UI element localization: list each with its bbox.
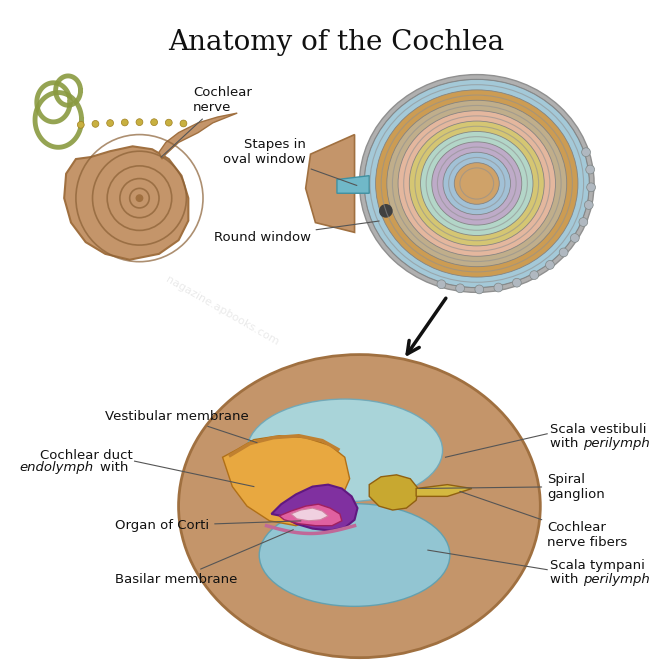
Ellipse shape [259,504,450,606]
Ellipse shape [376,90,578,277]
Circle shape [77,122,84,128]
Text: with: with [550,437,583,450]
Ellipse shape [364,79,589,288]
Text: with: with [550,573,583,586]
Circle shape [513,278,521,287]
Ellipse shape [364,79,589,288]
Text: nagazine.apbooks.com: nagazine.apbooks.com [389,411,505,484]
Circle shape [475,285,484,294]
Circle shape [456,284,464,293]
Polygon shape [291,508,328,521]
Text: Organ of Corti: Organ of Corti [115,519,301,532]
Circle shape [586,165,595,174]
Ellipse shape [398,111,556,256]
Polygon shape [64,146,188,260]
Text: Round window: Round window [214,221,379,244]
Circle shape [136,119,143,126]
Circle shape [107,120,114,126]
Circle shape [165,119,172,126]
Circle shape [151,119,157,126]
Circle shape [180,120,187,127]
Circle shape [379,204,392,218]
Text: Basilar membrane: Basilar membrane [115,530,294,586]
Polygon shape [306,134,355,233]
Ellipse shape [454,163,499,204]
Text: Scala vestibuli: Scala vestibuli [550,423,646,436]
Circle shape [546,261,554,269]
Text: Cochlear
nerve: Cochlear nerve [161,87,252,157]
Circle shape [136,194,143,202]
Polygon shape [416,485,472,497]
Text: Cochlear
nerve fibers: Cochlear nerve fibers [460,491,628,550]
Circle shape [530,271,539,280]
Polygon shape [369,475,418,510]
Polygon shape [222,435,349,526]
Circle shape [587,183,595,192]
Polygon shape [337,175,369,194]
Circle shape [437,280,446,289]
Ellipse shape [432,142,521,225]
Circle shape [585,200,593,210]
Circle shape [582,148,591,157]
Ellipse shape [179,355,540,658]
Text: endolymph: endolymph [19,462,93,474]
Circle shape [92,120,99,127]
Text: Spiral
ganglion: Spiral ganglion [419,472,605,501]
Polygon shape [280,504,342,526]
Polygon shape [159,113,237,159]
Text: Anatomy of the Cochlea: Anatomy of the Cochlea [168,29,504,56]
Text: nagazine.apbooks.com: nagazine.apbooks.com [165,274,281,347]
Circle shape [122,119,128,126]
Polygon shape [271,485,358,531]
Text: Scala tympani: Scala tympani [550,559,645,573]
Ellipse shape [443,153,511,214]
Ellipse shape [421,132,533,235]
Ellipse shape [387,100,566,267]
Text: Cochlear duct: Cochlear duct [40,449,132,462]
Circle shape [494,283,503,292]
Circle shape [571,234,579,243]
Circle shape [559,248,568,257]
Ellipse shape [409,121,544,246]
Text: Vestibular membrane: Vestibular membrane [106,410,257,443]
Text: with: with [100,462,132,474]
Circle shape [579,218,588,226]
Text: Stapes in
oval window: Stapes in oval window [223,138,357,185]
Ellipse shape [247,399,443,502]
Text: perilymph: perilymph [583,437,650,450]
Text: perilymph: perilymph [583,573,650,586]
Ellipse shape [360,75,594,292]
